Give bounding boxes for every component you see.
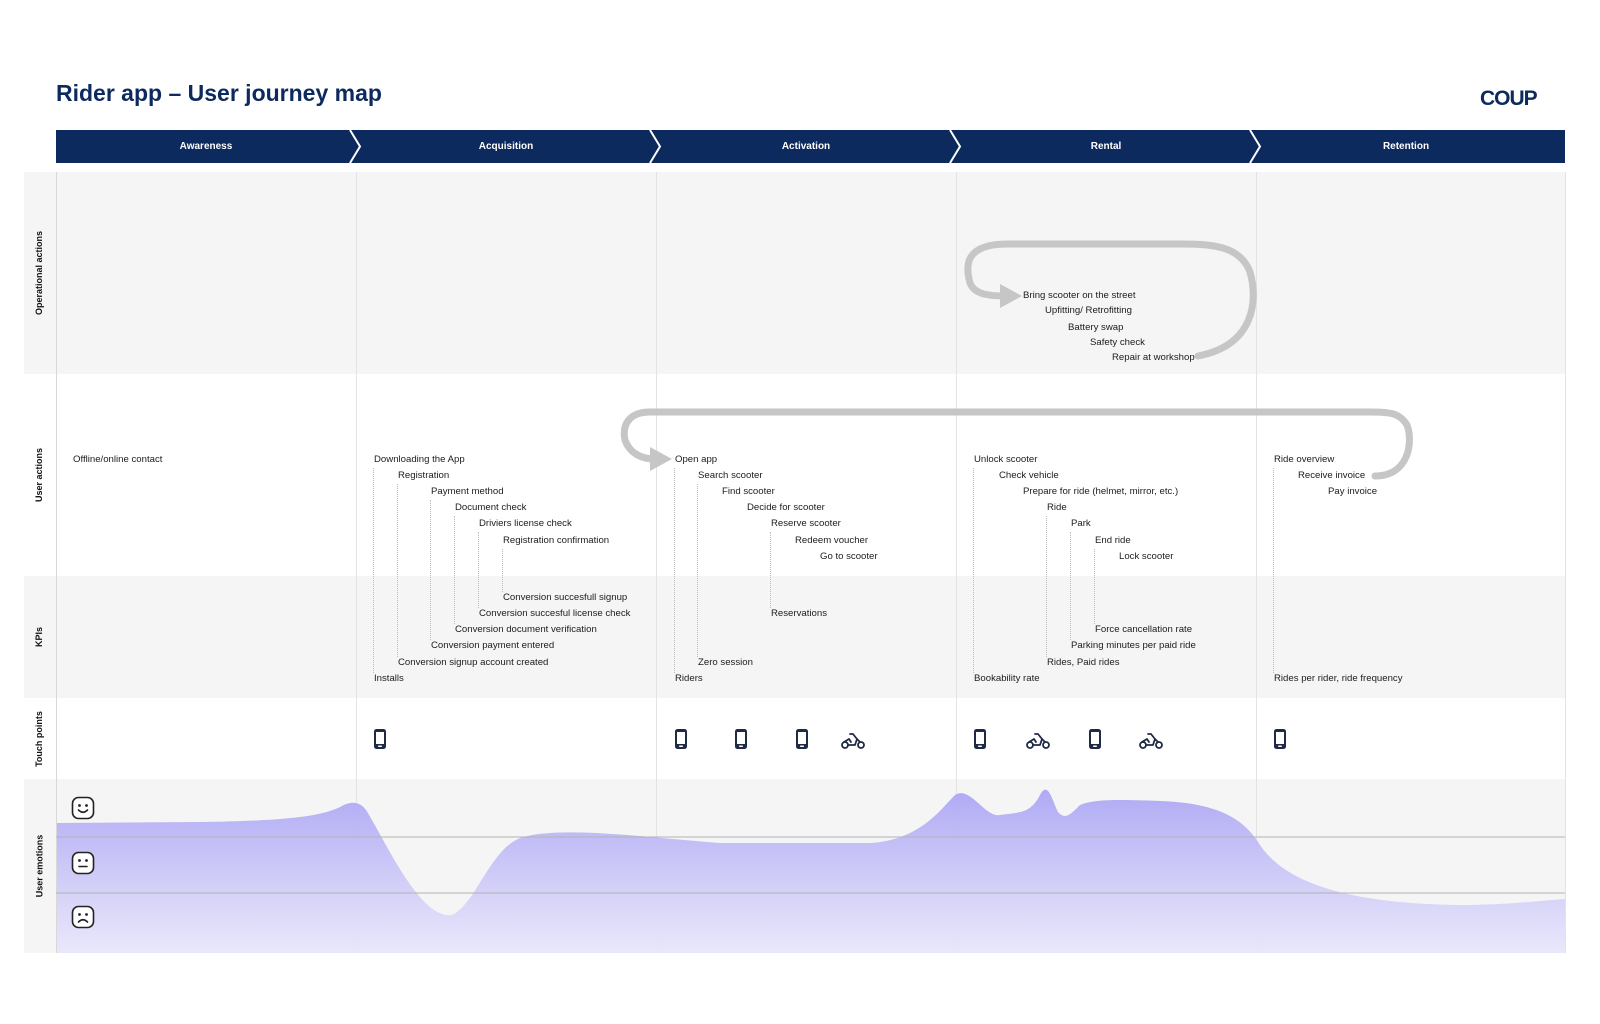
kpi: Conversion signup account created [398, 657, 549, 668]
kpi: Installs [374, 673, 404, 684]
connector-line [1273, 468, 1274, 673]
column-divider [956, 172, 957, 953]
operational-action: Bring scooter on the street [1023, 290, 1136, 301]
operational-actions-band [24, 172, 1565, 374]
user-action: Reserve scooter [771, 518, 841, 529]
stage-bar: Awareness Acquisition Activation Rental … [56, 130, 1565, 163]
emotion-curve [57, 789, 1565, 953]
operational-loop-arrowhead [1000, 284, 1022, 308]
phone-icon [1274, 729, 1286, 749]
user-action: Unlock scooter [974, 454, 1038, 465]
kpi: Parking minutes per paid ride [1071, 640, 1196, 651]
column-divider [656, 172, 657, 953]
stage-rental: Rental [1090, 141, 1122, 152]
column-divider [356, 172, 357, 953]
operational-action: Battery swap [1068, 322, 1124, 333]
user-action: Park [1071, 518, 1091, 529]
stage-acquisition: Acquisition [478, 141, 534, 152]
operational-action: Safety check [1090, 337, 1145, 348]
page-title: Rider app – User journey map [56, 80, 382, 106]
connector-line [502, 549, 503, 592]
user-action: Document check [455, 502, 527, 513]
kpi: Rides per rider, ride frequency [1274, 673, 1403, 684]
column-divider [1565, 172, 1566, 953]
user-action: Find scooter [722, 486, 775, 497]
user-action: Offline/online contact [73, 454, 163, 465]
column-divider [1256, 172, 1257, 953]
user-actions-loop-arrow [620, 408, 1413, 480]
phone-icon [974, 729, 986, 749]
scooter-icon [1026, 733, 1050, 749]
stage-separator-chevron [649, 130, 662, 163]
user-action: Registration confirmation [503, 535, 610, 546]
stage-activation: Activation [781, 141, 831, 152]
phone-icon [374, 729, 386, 749]
kpi: Zero session [698, 657, 753, 668]
user-action: Lock scooter [1119, 551, 1174, 562]
connector-line [430, 500, 431, 640]
user-action: Prepare for ride (helmet, mirror, etc.) [1023, 486, 1179, 497]
user-action: Redeem voucher [795, 535, 869, 546]
connector-line [454, 516, 455, 624]
stage-separator-chevron [1249, 130, 1262, 163]
connector-line [1094, 549, 1095, 624]
user-action: Decide for scooter [747, 502, 825, 513]
user-action: End ride [1095, 535, 1131, 546]
user-action: Ride [1047, 502, 1067, 513]
operational-action: Upfitting/ Retrofitting [1045, 305, 1132, 316]
user-action: Check vehicle [999, 470, 1059, 481]
coup-logo: COUP [1480, 87, 1538, 110]
user-action: Pay invoice [1328, 486, 1378, 497]
kpi: Reservations [771, 608, 827, 619]
kpi: Conversion payment entered [431, 640, 555, 651]
phone-icon [796, 729, 808, 749]
phone-icon [675, 729, 687, 749]
kpi: Riders [675, 673, 703, 684]
user-action: Open app [675, 454, 718, 465]
connector-line [697, 484, 698, 657]
stage-separator-chevron [349, 130, 362, 163]
user-actions-band [24, 374, 1565, 576]
connector-line [373, 468, 374, 673]
stage-awareness: Awareness [179, 141, 233, 152]
connector-line [1070, 532, 1071, 640]
kpi: Force cancellation rate [1095, 624, 1193, 635]
user-action: Driviers license check [479, 518, 572, 529]
user-action: Ride overview [1274, 454, 1335, 465]
kpi: Conversion succesful license check [479, 608, 631, 619]
phone-icon [1089, 729, 1101, 749]
column-divider [56, 172, 57, 953]
sad-face-icon [71, 905, 95, 929]
user-action: Downloading the App [374, 454, 465, 465]
kpi: Rides, Paid rides [1047, 657, 1120, 668]
connector-line [973, 468, 974, 673]
happy-face-icon [71, 796, 95, 820]
connector-line [397, 484, 398, 657]
touch-points-band [24, 698, 1565, 779]
scooter-icon [841, 733, 865, 749]
user-action: Receive invoice [1298, 470, 1366, 481]
phone-icon [735, 729, 747, 749]
kpi: Conversion document verification [455, 624, 597, 635]
user-action: Registration [398, 470, 450, 481]
operational-loop-arrow [964, 240, 1257, 360]
neutral-face-icon [71, 851, 95, 875]
kpi: Conversion succesfull signup [503, 592, 628, 603]
user-action: Payment method [431, 486, 504, 497]
user-actions-loop-arrowhead [650, 447, 672, 471]
kpi: Bookability rate [974, 673, 1040, 684]
stage-retention: Retention [1382, 141, 1430, 152]
user-action: Search scooter [698, 470, 763, 481]
user-action: Go to scooter [820, 551, 878, 562]
stage-separator-chevron [949, 130, 962, 163]
scooter-icon [1139, 733, 1163, 749]
connector-line [478, 532, 479, 608]
operational-action: Repair at workshop [1112, 352, 1195, 363]
connector-line [770, 532, 771, 608]
kpis-band [24, 576, 1565, 698]
connector-line [1046, 516, 1047, 657]
connector-line [674, 468, 675, 673]
